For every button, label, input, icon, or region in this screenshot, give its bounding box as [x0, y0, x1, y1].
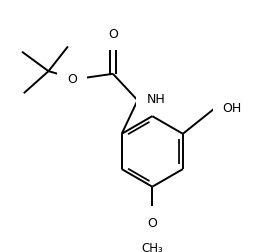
- Text: CH₃: CH₃: [142, 241, 163, 252]
- Text: O: O: [147, 216, 157, 229]
- Text: O: O: [108, 28, 118, 41]
- Text: NH: NH: [147, 93, 165, 106]
- Text: OH: OH: [223, 101, 242, 114]
- Text: O: O: [67, 72, 77, 85]
